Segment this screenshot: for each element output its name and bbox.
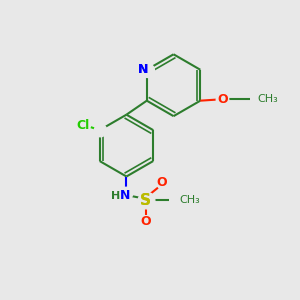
- Text: O: O: [140, 215, 151, 228]
- Text: S: S: [140, 193, 151, 208]
- Text: O: O: [156, 176, 167, 189]
- Text: N: N: [138, 63, 148, 76]
- Text: N: N: [138, 63, 148, 76]
- Text: S: S: [140, 193, 151, 208]
- Text: H: H: [111, 190, 120, 201]
- Text: O: O: [218, 93, 228, 106]
- Text: Cl: Cl: [77, 119, 90, 132]
- Text: CH₃: CH₃: [258, 94, 278, 104]
- Text: CH₃: CH₃: [179, 195, 200, 205]
- Text: N: N: [120, 189, 130, 202]
